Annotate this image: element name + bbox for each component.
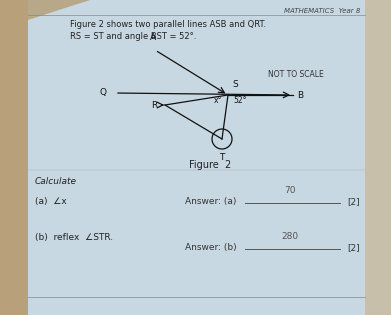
Polygon shape: [28, 0, 90, 20]
Text: Figure  2: Figure 2: [189, 160, 231, 170]
Text: Calculate: Calculate: [35, 177, 77, 186]
Polygon shape: [0, 0, 28, 315]
Text: Figure 2 shows two parallel lines ASB and QRT.: Figure 2 shows two parallel lines ASB an…: [70, 20, 266, 29]
Text: A: A: [150, 33, 156, 42]
Text: x°: x°: [214, 96, 222, 105]
Text: NOT TO SCALE: NOT TO SCALE: [268, 70, 324, 79]
Text: RS = ST and angle BST = 52°.: RS = ST and angle BST = 52°.: [70, 32, 196, 41]
Text: R: R: [151, 100, 157, 110]
Text: Q: Q: [100, 89, 107, 98]
Text: S: S: [232, 80, 238, 89]
Polygon shape: [365, 0, 391, 315]
Text: T: T: [219, 153, 225, 162]
Text: 280: 280: [282, 232, 299, 241]
Text: 52°: 52°: [233, 96, 247, 105]
Text: Answer: (b): Answer: (b): [185, 243, 237, 252]
Text: Answer: (a): Answer: (a): [185, 197, 237, 206]
Text: (b)  reflex  ∠STR.: (b) reflex ∠STR.: [35, 233, 113, 242]
Text: [2]: [2]: [347, 243, 360, 252]
Text: MATHEMATICS  Year 8: MATHEMATICS Year 8: [283, 8, 360, 14]
Polygon shape: [28, 0, 365, 315]
Text: (a)  ∠x: (a) ∠x: [35, 197, 67, 206]
Text: [2]: [2]: [347, 197, 360, 206]
Text: 70: 70: [284, 186, 296, 195]
Text: B: B: [297, 90, 303, 100]
